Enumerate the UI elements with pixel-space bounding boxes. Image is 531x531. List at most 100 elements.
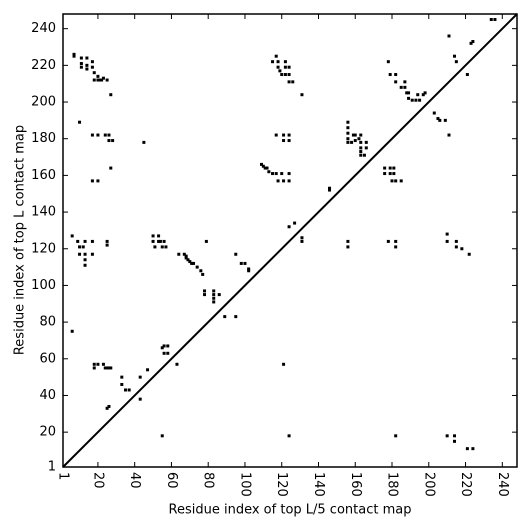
contact-point (151, 234, 155, 238)
contact-point (364, 140, 368, 144)
contact-point (346, 137, 350, 141)
contact-point (212, 289, 216, 293)
contact-point (280, 73, 284, 77)
contact-point (274, 133, 278, 137)
contact-point (162, 351, 166, 355)
contact-point (79, 62, 83, 66)
contact-point (274, 54, 278, 58)
contact-point (92, 71, 96, 75)
y-tick-label: 140 (31, 205, 56, 220)
contact-point (83, 263, 87, 267)
diagonal (62, 13, 518, 468)
contact-point (287, 65, 291, 69)
contact-point (164, 245, 168, 249)
contact-point (100, 78, 104, 82)
y-tick-label: 20 (39, 425, 56, 440)
x-tick-label: 160 (348, 472, 363, 497)
contact-point (190, 261, 194, 265)
contact-point (390, 179, 394, 183)
y-tick-label: 40 (39, 388, 56, 403)
contact-point (83, 258, 87, 262)
contact-point (247, 267, 251, 271)
contact-point (212, 300, 216, 304)
contact-point (359, 133, 363, 137)
contact-point (90, 239, 94, 243)
contact-point (120, 382, 124, 386)
contact-point (282, 139, 286, 143)
contact-point (260, 162, 264, 166)
contact-point (234, 315, 238, 319)
contact-point (105, 78, 109, 82)
contact-point (90, 252, 94, 256)
contact-point (90, 60, 94, 64)
y-tick-label: 160 (31, 168, 56, 183)
contact-point (445, 434, 449, 438)
contact-point (107, 133, 111, 137)
contact-point (418, 98, 422, 102)
contact-point (271, 172, 275, 176)
contact-point (70, 329, 74, 333)
contact-point (142, 140, 146, 144)
x-tick-label: 220 (458, 472, 473, 497)
contact-point (184, 256, 188, 260)
y-tick-label: 1 (48, 460, 56, 475)
contact-point (443, 118, 447, 122)
y-tick-label: 60 (39, 351, 56, 366)
contact-point (120, 375, 124, 379)
contact-point (138, 375, 142, 379)
contact-point (300, 93, 304, 97)
contact-point (96, 133, 100, 137)
contact-point (359, 150, 363, 154)
contact-point (78, 245, 82, 249)
contact-point (432, 111, 436, 115)
contact-point (83, 252, 87, 256)
contact-point (328, 188, 332, 192)
contact-point (454, 239, 458, 243)
contact-point (359, 146, 363, 150)
contact-point (107, 366, 111, 370)
x-axis-label: Residue index of top L/5 contact map (169, 503, 412, 518)
contact-point (188, 260, 192, 264)
contact-point (447, 133, 451, 137)
contact-point (416, 93, 420, 97)
y-axis-label: Residue index of top L contact map (13, 125, 28, 355)
contact-point (105, 239, 109, 243)
contact-point (386, 239, 390, 243)
contact-point (282, 179, 286, 183)
contact-point (328, 186, 332, 190)
x-tick-label: 180 (385, 472, 400, 497)
contact-point (394, 179, 398, 183)
contact-point (291, 80, 295, 84)
contact-point (160, 346, 164, 350)
contact-point (151, 239, 155, 243)
contact-point (105, 366, 109, 370)
contact-point (223, 315, 227, 319)
contact-point (127, 388, 131, 392)
contact-point (394, 245, 398, 249)
contact-point (300, 236, 304, 240)
contact-point (203, 289, 207, 293)
y-tick-label: 200 (31, 95, 56, 110)
contact-point (72, 52, 76, 56)
contact-point (346, 120, 350, 124)
x-tick-label: 200 (421, 472, 436, 497)
y-tick-label: 180 (31, 131, 56, 146)
contact-point (109, 93, 113, 97)
contact-point (283, 60, 287, 64)
contact-point (445, 232, 449, 236)
contact-point (346, 131, 350, 135)
contact-point (243, 261, 247, 265)
contact-point (386, 60, 390, 64)
y-tick-label: 100 (31, 278, 56, 293)
contact-point (362, 153, 366, 157)
contact-point (79, 56, 83, 60)
contact-point (346, 140, 350, 144)
contact-point (283, 65, 287, 69)
contact-point (454, 60, 458, 64)
contact-point (96, 74, 100, 78)
contact-point (276, 60, 280, 64)
contact-point (453, 439, 457, 443)
x-tick-label: 140 (311, 472, 326, 497)
contact-point (394, 239, 398, 243)
